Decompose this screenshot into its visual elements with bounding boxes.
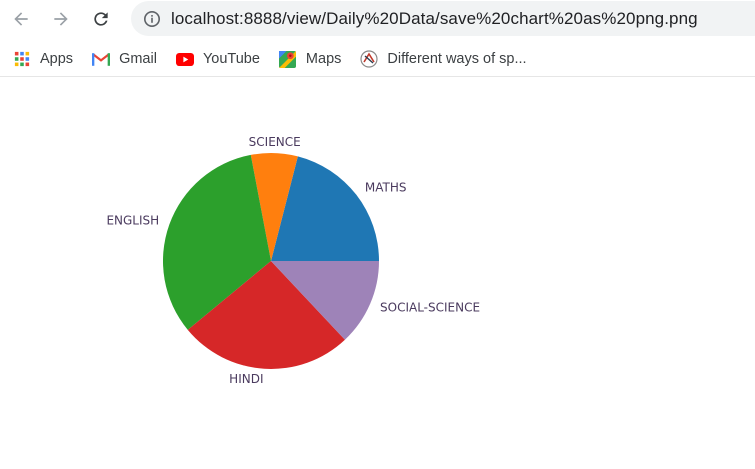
image-viewer: MATHS SCIENCE ENGLISH HINDI SOCIAL-SCIENCE [0, 78, 755, 464]
youtube-icon [175, 50, 194, 68]
bookmark-label: Gmail [119, 51, 157, 67]
browser-toolbar: localhost:8888/view/Daily%20Data/save%20… [0, 0, 755, 38]
pie-slice-hindi [187, 261, 345, 370]
bookmark-different-ways[interactable]: Different ways of sp... [360, 50, 527, 68]
forward-button[interactable] [48, 6, 74, 32]
site-favicon-icon [360, 50, 378, 68]
pie-label-hindi: HINDI [229, 372, 263, 386]
reload-button[interactable] [88, 6, 114, 32]
bookmark-label: YouTube [202, 51, 260, 67]
gmail-icon [92, 50, 111, 68]
pie-chart: MATHS SCIENCE ENGLISH HINDI SOCIAL-SCIENCE [106, 135, 480, 386]
forward-arrow-icon [54, 12, 68, 26]
pie-label-english: ENGLISH [106, 213, 159, 227]
url-text: localhost:8888/view/Daily%20Data/save%20… [171, 8, 698, 28]
reload-icon [94, 12, 108, 26]
bookmark-maps[interactable]: Maps [279, 50, 341, 68]
pie-slice-social-science [271, 261, 379, 340]
bookmark-apps[interactable]: Apps [13, 50, 73, 68]
back-arrow-icon [14, 12, 28, 26]
pie-label-science: SCIENCE [249, 135, 301, 149]
pie-label-social-science: SOCIAL-SCIENCE [380, 301, 480, 315]
back-button[interactable] [8, 6, 34, 32]
pie-label-maths: MATHS [365, 181, 407, 195]
bookmark-label: Maps [305, 51, 342, 67]
address-bar[interactable]: localhost:8888/view/Daily%20Data/save%20… [131, 1, 755, 36]
bookmark-label: Apps [40, 51, 74, 67]
apps-grid-icon [13, 50, 31, 68]
maps-icon [279, 50, 297, 68]
site-info-icon[interactable] [143, 10, 161, 28]
bookmarks-bar: Apps Gmail YouTube Maps [0, 42, 755, 77]
pie-slice-science [250, 152, 298, 261]
bookmark-gmail[interactable]: Gmail [92, 50, 157, 68]
bookmark-label: Different ways of sp... [387, 51, 527, 67]
pie-slice-english [162, 154, 271, 330]
bookmark-youtube[interactable]: YouTube [175, 50, 260, 68]
pie-slice-maths [271, 156, 379, 261]
